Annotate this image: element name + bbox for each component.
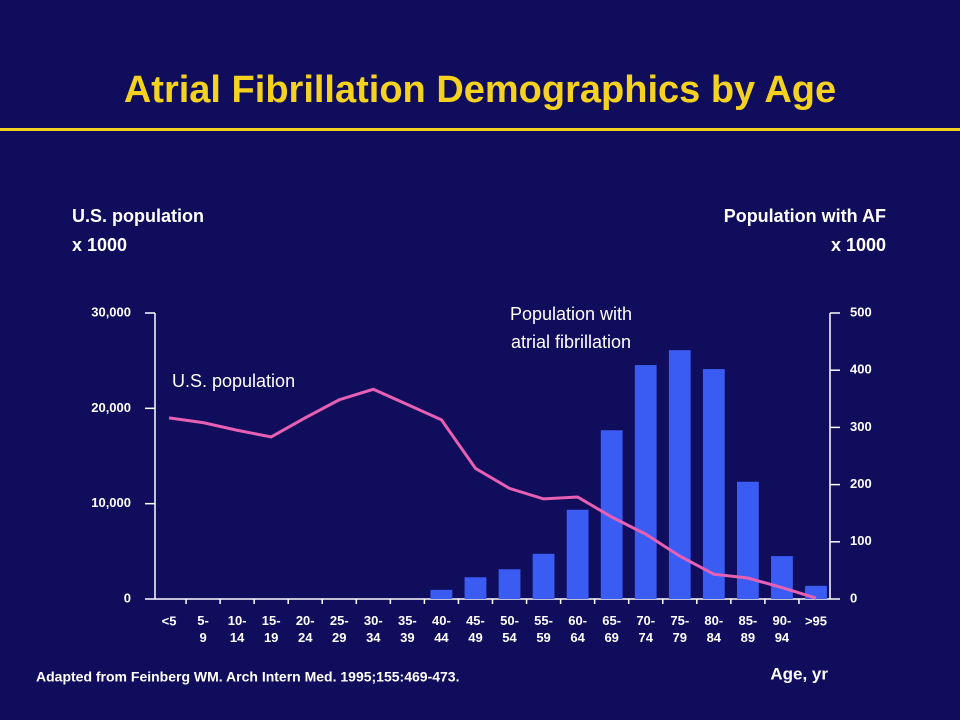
y-axis-title: x 1000 bbox=[72, 235, 127, 255]
bar bbox=[668, 350, 691, 599]
y2-tick-label: 400 bbox=[850, 362, 872, 377]
x-tick-label: 35-39 bbox=[398, 613, 417, 645]
chart-title: Atrial Fibrillation Demographics by Age bbox=[124, 69, 836, 111]
x-tick-label: 45-49 bbox=[466, 613, 485, 645]
x-tick-label: 55-59 bbox=[534, 613, 553, 645]
x-tick-label: 65-69 bbox=[602, 613, 621, 645]
y-tick-label: 20,000 bbox=[91, 400, 131, 415]
x-tick-label: 40-44 bbox=[432, 613, 451, 645]
y-tick-label: 30,000 bbox=[91, 304, 131, 319]
bar bbox=[464, 577, 487, 599]
y-tick-label: 10,000 bbox=[91, 495, 131, 510]
x-tick-label: 50-54 bbox=[500, 613, 519, 645]
x-tick-label: >95 bbox=[805, 613, 827, 628]
x-tick-label: <5 bbox=[162, 613, 177, 628]
x-axis-title: Age, yr bbox=[770, 664, 828, 683]
x-tick-label: 80-84 bbox=[704, 613, 723, 645]
bar bbox=[702, 369, 725, 599]
x-tick-label: 20-24 bbox=[296, 613, 315, 645]
bar bbox=[634, 365, 657, 599]
x-tick-label: 60-64 bbox=[568, 613, 587, 645]
y2-tick-label: 0 bbox=[850, 590, 857, 605]
x-tick-label: 85-89 bbox=[738, 613, 757, 645]
bar bbox=[532, 553, 555, 599]
x-tick-label: 90-94 bbox=[773, 613, 792, 645]
line bbox=[168, 387, 817, 600]
y-tick-label: 0 bbox=[124, 590, 131, 605]
bar bbox=[498, 569, 521, 599]
y2-tick-label: 300 bbox=[850, 419, 872, 434]
y2-tick-label: 200 bbox=[850, 476, 872, 491]
x-tick-label: 75-79 bbox=[670, 613, 689, 645]
x-tick-label: 15-19 bbox=[262, 613, 281, 645]
y2-tick-label: 500 bbox=[850, 304, 872, 319]
annotation: atrial fibrillation bbox=[511, 332, 631, 352]
x-tick-label: 30-34 bbox=[364, 613, 383, 645]
bar bbox=[430, 589, 453, 599]
y-axis-title: U.S. population bbox=[72, 206, 204, 226]
x-tick-label: 25-29 bbox=[330, 613, 349, 645]
bar bbox=[771, 556, 793, 599]
bar bbox=[736, 481, 759, 599]
y2-axis-title: Population with AF bbox=[724, 206, 886, 226]
bar bbox=[600, 430, 623, 599]
y2-tick-label: 100 bbox=[850, 533, 872, 548]
annotation: Population with bbox=[510, 304, 632, 324]
annotation: U.S. population bbox=[172, 371, 295, 391]
bar bbox=[566, 509, 589, 599]
y2-axis-title: x 1000 bbox=[831, 235, 886, 255]
title-rule bbox=[0, 128, 960, 131]
source-note: Adapted from Feinberg WM. Arch Intern Me… bbox=[36, 669, 459, 685]
x-tick-label: 10-14 bbox=[228, 613, 247, 645]
x-tick-label: 5-9 bbox=[197, 613, 209, 645]
x-tick-label: 70-74 bbox=[636, 613, 655, 645]
